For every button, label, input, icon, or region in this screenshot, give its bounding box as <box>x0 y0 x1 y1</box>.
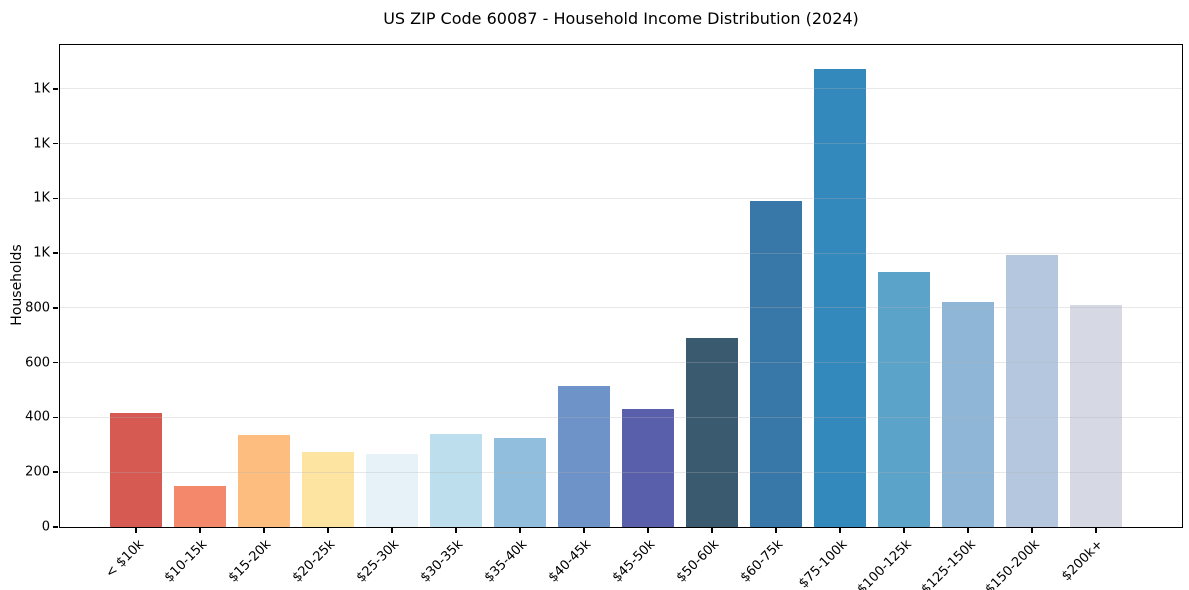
x-axis-tick-label: $125-150k <box>918 537 979 590</box>
x-axis-tick-mark <box>775 528 777 533</box>
x-axis-tick-mark <box>199 528 201 533</box>
x-axis-tick-label: $35-40k <box>482 537 531 586</box>
x-axis-tick-label: $15-20k <box>226 537 275 586</box>
x-axis-tick-label: $40-45k <box>546 537 595 586</box>
x-axis-tick-label: $200k+ <box>1059 537 1107 585</box>
bar <box>686 337 738 527</box>
bar <box>302 452 354 527</box>
x-axis-tick-label: < $10k <box>102 537 147 582</box>
bar <box>750 200 802 527</box>
y-axis-label: Households <box>9 244 25 326</box>
y-axis-tick-mark <box>53 361 58 364</box>
x-axis-tick-mark <box>391 528 393 533</box>
bar <box>494 437 546 527</box>
y-axis-tick-label: 1K <box>33 190 50 206</box>
y-axis-tick-mark <box>53 416 58 419</box>
x-axis-tick-label: $45-50k <box>610 537 659 586</box>
x-axis-tick-mark <box>327 528 329 533</box>
bar <box>878 272 930 527</box>
bar <box>430 433 482 527</box>
plot-area: 0 200 400 600 800 1K 1K 1K 1K < $10k $10-15k $15-20… <box>25 44 1183 590</box>
x-axis-tick-label: $60-75k <box>738 537 787 586</box>
bar <box>622 408 674 527</box>
x-axis-tick-label: $20-25k <box>290 537 339 586</box>
x-axis-tick-mark <box>1095 528 1097 533</box>
bar <box>1070 305 1122 527</box>
bar <box>1006 255 1058 527</box>
bar <box>558 385 610 527</box>
x-axis-tick-label: $10-15k <box>162 537 211 586</box>
gridline <box>60 88 1182 90</box>
x-axis-tick-mark <box>903 528 905 533</box>
x-axis-tick-label: $100-125k <box>854 537 915 590</box>
gridline <box>60 197 1182 199</box>
chart-title: US ZIP Code 60087 - Household Income Dis… <box>383 9 859 28</box>
x-axis-tick-mark <box>519 528 521 533</box>
x-axis-tick-mark <box>711 528 713 533</box>
x-axis-tick-mark <box>967 528 969 533</box>
x-axis-tick-mark <box>839 528 841 533</box>
y-axis-tick-label: 0 <box>41 519 50 535</box>
y-axis-tick-label: 200 <box>25 464 50 480</box>
y-axis-tick-label: 600 <box>25 355 50 371</box>
y-axis-tick-mark <box>53 526 58 528</box>
y-axis-tick-label: 1K <box>33 245 50 261</box>
x-axis-tick-mark <box>583 528 585 533</box>
bar <box>110 413 162 527</box>
y-axis-tick-label: 800 <box>25 300 50 316</box>
y-axis-tick-mark <box>53 307 58 309</box>
x-axis-tick-label: $50-60k <box>674 537 723 586</box>
bar <box>238 435 290 527</box>
y-axis-tick-mark <box>53 252 58 254</box>
gridline <box>60 143 1182 145</box>
y-axis-tick-mark <box>53 142 58 145</box>
x-axis-tick-mark <box>1031 528 1033 533</box>
x-axis-tick-mark <box>455 528 457 533</box>
x-axis-tick-label: $25-30k <box>354 537 403 586</box>
x-axis-tick-label: $30-35k <box>418 537 467 586</box>
bar <box>174 485 226 527</box>
bar <box>942 302 994 527</box>
y-axis-tick-label: 1K <box>33 136 50 152</box>
y-axis-tick-label: 1K <box>33 81 50 97</box>
x-axis-tick-label: $150-200k <box>982 537 1043 590</box>
bar <box>814 69 866 527</box>
y-axis-tick-label: 400 <box>25 409 50 425</box>
y-axis-tick-mark <box>53 88 58 90</box>
y-axis-tick-mark <box>53 197 58 200</box>
x-axis-tick-label: $75-100k <box>796 537 851 590</box>
gridline <box>60 252 1182 254</box>
x-axis-tick-mark <box>647 528 649 533</box>
y-axis-tick-mark <box>53 471 58 473</box>
bar <box>366 454 418 527</box>
x-axis-tick-mark <box>263 528 265 533</box>
x-axis-tick-mark <box>135 528 137 533</box>
